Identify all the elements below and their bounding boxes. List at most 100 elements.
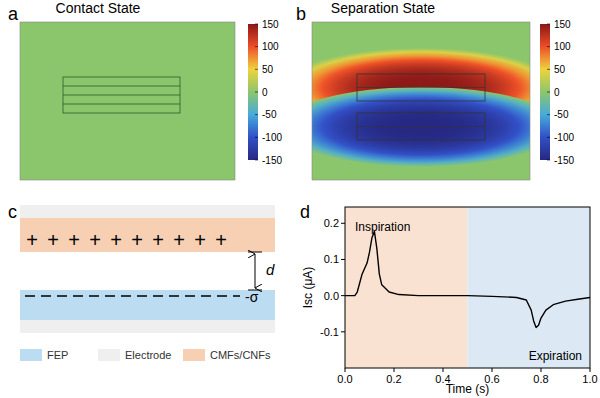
charge-plus: + [215, 229, 227, 251]
region [345, 207, 468, 368]
x-tick [345, 368, 346, 372]
x-tick [541, 368, 542, 372]
field [20, 22, 235, 180]
colorbar-tick-label: 150 [554, 19, 571, 30]
x-tick [394, 368, 395, 372]
colorbar-tick [547, 92, 550, 93]
colorbar-tick [255, 160, 258, 161]
electrode-top [20, 205, 275, 218]
colorbar-tick [547, 160, 550, 161]
plot-area [345, 207, 590, 368]
x-tick-label: 0.0 [337, 373, 352, 385]
field-cell [20, 22, 235, 180]
colorbar-tick [547, 24, 550, 25]
colorbar-tick-label: -100 [262, 132, 282, 143]
colorbar-tick [255, 24, 258, 25]
charge-plus: + [47, 229, 59, 251]
fep-layer [20, 290, 275, 320]
colorbar-tick-label: 100 [554, 41, 571, 52]
legend-label: CMFs/CNFs [210, 349, 271, 361]
layer-line [357, 126, 485, 127]
x-axis-label: Time (s) [446, 382, 490, 396]
gap-label: d [266, 261, 275, 278]
x-tick-label: 0.8 [533, 373, 548, 385]
field [312, 22, 530, 180]
colorbar-tick-label: 0 [262, 87, 268, 98]
y-tick-label: 0.1 [324, 253, 339, 265]
legend-swatch [183, 349, 205, 361]
region-label: Expiration [529, 349, 582, 363]
charge-plus: + [152, 229, 164, 251]
panel-label: c [8, 202, 17, 222]
sigma-label: -σ [245, 289, 259, 305]
colorbar-tick [255, 114, 258, 115]
cmf-layer [20, 218, 275, 252]
charge-plus: + [89, 229, 101, 251]
charge-minus [25, 295, 240, 296]
colorbar-tick-label: 50 [554, 64, 566, 75]
panel-label: a [8, 4, 19, 24]
colorbar-tick-label: 100 [262, 41, 279, 52]
panel-label: d [300, 202, 310, 222]
colorbar-tick [547, 114, 550, 115]
y-tick [341, 223, 345, 224]
colorbar-tick-label: -50 [262, 109, 277, 120]
colorbar-tick [255, 137, 258, 138]
legend-swatch [20, 349, 42, 361]
x-tick [492, 368, 493, 372]
y-tick-label: -0.1 [320, 326, 339, 338]
colorbar-tick-label: 150 [262, 19, 279, 30]
y-tick [341, 331, 345, 332]
colorbar [540, 24, 550, 160]
y-tick-label: 0.2 [324, 217, 339, 229]
x-tick [443, 368, 444, 372]
charge-plus: + [131, 229, 143, 251]
charge-plus: + [194, 229, 206, 251]
title: Contact State [56, 0, 141, 16]
colorbar-tick [547, 137, 550, 138]
layer-line [63, 86, 180, 87]
layer [63, 77, 180, 113]
figure: a Contact State 150 100 50 0 -50 -100 -150 b Separ… [0, 0, 600, 398]
gap-arrow [255, 254, 256, 288]
gap-tick [248, 252, 262, 253]
y-tick [341, 259, 345, 260]
title: Separation State [331, 0, 436, 16]
colorbar-tick [255, 92, 258, 93]
electrode-bottom [20, 320, 275, 333]
colorbar-tick [547, 46, 550, 47]
y-tick-label: 0.0 [324, 290, 339, 302]
layer [357, 113, 485, 140]
legend-swatch [98, 349, 120, 361]
panel-label: b [296, 4, 306, 24]
colorbar-tick-label: -150 [262, 155, 282, 166]
line [345, 231, 590, 327]
layer-line [357, 87, 485, 88]
region [468, 207, 591, 368]
colorbar-tick-label: -100 [554, 132, 574, 143]
legend-label: Electrode [125, 349, 171, 361]
layer-line [63, 104, 180, 105]
colorbar-tick [547, 69, 550, 70]
charge-plus: + [110, 229, 122, 251]
colorbar-tick-label: -150 [554, 155, 574, 166]
x-tick-label: 1.0 [582, 373, 597, 385]
charge-plus: + [173, 229, 185, 251]
colorbar-tick-label: -50 [554, 109, 569, 120]
charge-plus: + [26, 229, 38, 251]
colorbar-tick [255, 69, 258, 70]
layer-line [63, 95, 180, 96]
charge-plus: + [68, 229, 80, 251]
frame [312, 22, 530, 180]
frame [20, 22, 235, 180]
layer [357, 74, 485, 101]
y-axis-label: Isc (μA) [301, 267, 315, 309]
x-tick-label: 0.2 [386, 373, 401, 385]
colorbar-tick-label: 50 [262, 64, 274, 75]
legend-label: FEP [47, 349, 68, 361]
region-label: Inspiration [355, 220, 410, 234]
y-tick [341, 295, 345, 296]
field-blob [312, 87, 530, 167]
x-tick [590, 368, 591, 372]
colorbar-tick-label: 0 [554, 87, 560, 98]
